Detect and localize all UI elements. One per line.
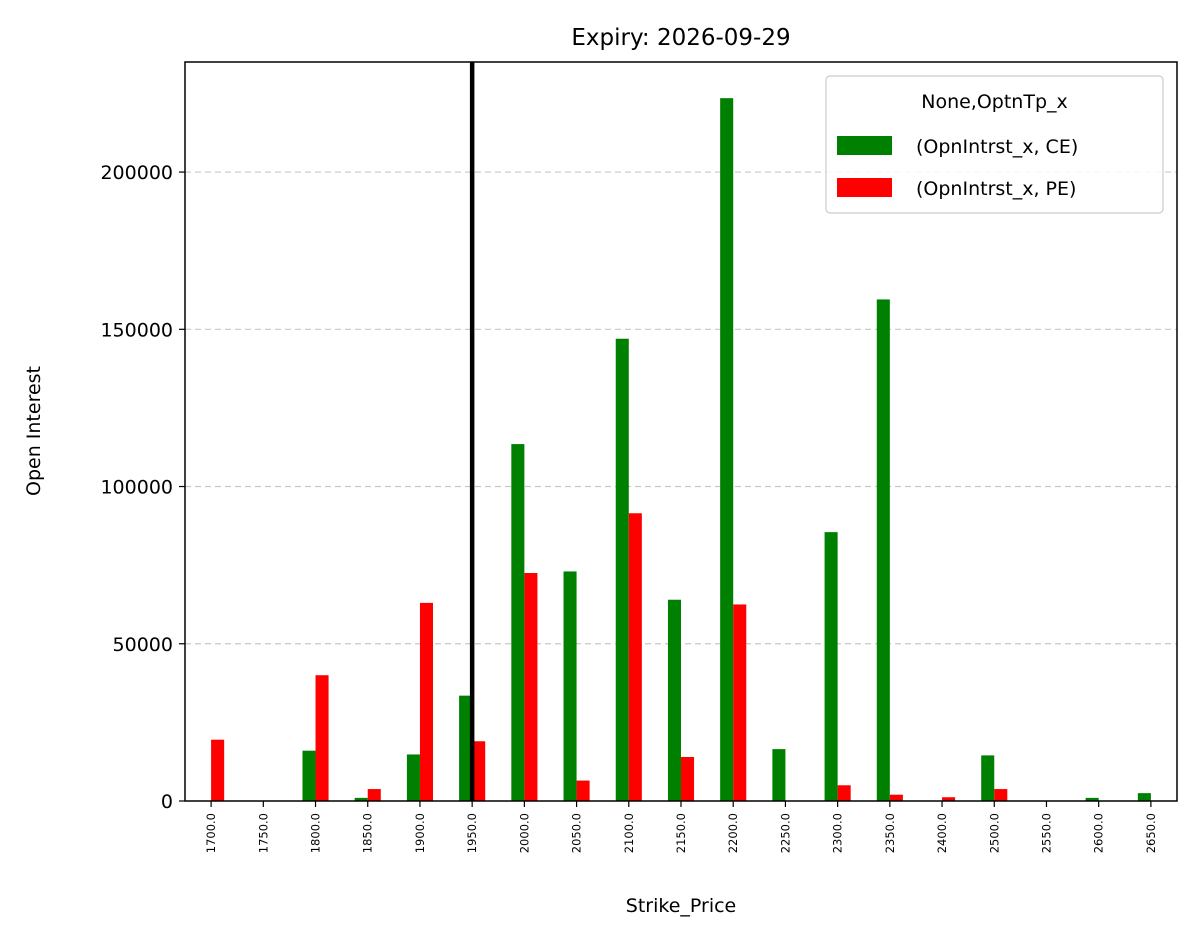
legend-title: None,OptnTp_x	[921, 91, 1068, 113]
x-tick-label: 2400.0	[935, 813, 949, 853]
x-tick-label: 2500.0	[987, 813, 1001, 853]
bar-ce-2650.0	[1137, 793, 1151, 801]
bars	[211, 98, 1151, 802]
bar-pe-1900.0	[419, 602, 433, 801]
chart-title: Expiry: 2026-09-29	[571, 25, 790, 51]
x-axis-label: Strike_Price	[626, 895, 736, 917]
legend-label-ce: (OpnIntrst_x, CE)	[916, 136, 1078, 158]
bar-ce-2350.0	[876, 299, 890, 801]
bar-pe-1800.0	[315, 675, 329, 801]
legend: None,OptnTp_x (OpnIntrst_x, CE) (OpnIntrst…	[825, 75, 1164, 214]
y-tick-label: 50000	[113, 634, 173, 656]
x-tick-label: 2100.0	[622, 813, 636, 853]
bar-ce-2600.0	[1085, 797, 1099, 801]
y-tick-label: 100000	[100, 477, 173, 499]
bar-ce-2200.0	[720, 98, 734, 802]
x-tick-label: 1900.0	[413, 813, 427, 853]
bar-ce-1850.0	[354, 797, 368, 801]
bar-ce-2050.0	[563, 571, 577, 801]
y-axis-label: Open Interest	[23, 366, 45, 496]
bar-pe-2400.0	[942, 797, 956, 801]
bar-ce-2100.0	[615, 338, 629, 801]
x-tick-label: 1850.0	[361, 813, 375, 853]
x-tick-label: 2600.0	[1092, 813, 1106, 853]
y-tick-label: 150000	[100, 319, 173, 341]
bar-ce-1800.0	[302, 750, 316, 801]
bar-ce-2500.0	[981, 755, 995, 801]
x-tick-label: 2350.0	[883, 813, 897, 853]
bar-pe-2100.0	[628, 513, 642, 801]
x-tick-label: 2200.0	[726, 813, 740, 853]
legend-box	[825, 75, 1164, 214]
x-tick-label: 2150.0	[674, 813, 688, 853]
x-tick-label: 1950.0	[465, 813, 479, 853]
x-tick-label: 2300.0	[831, 813, 845, 853]
x-tick-label: 2650.0	[1144, 813, 1158, 853]
bar-pe-2150.0	[681, 756, 695, 801]
bar-pe-2300.0	[837, 785, 851, 801]
y-tick-label: 200000	[100, 162, 173, 184]
bar-ce-2000.0	[511, 444, 525, 801]
x-tick-label: 2050.0	[570, 813, 584, 853]
bar-ce-1950.0	[459, 695, 473, 801]
x-tick-label: 1700.0	[204, 813, 218, 853]
bar-ce-2150.0	[667, 599, 681, 801]
x-tick-label: 1750.0	[256, 813, 270, 853]
x-tick-label: 2250.0	[778, 813, 792, 853]
bar-ce-1900.0	[406, 754, 420, 801]
bar-pe-2000.0	[524, 573, 538, 801]
bar-pe-1950.0	[472, 741, 486, 801]
bar-pe-2200.0	[733, 604, 747, 801]
legend-label-pe: (OpnIntrst_x, PE)	[916, 178, 1076, 200]
bar-pe-2050.0	[576, 780, 590, 801]
bar-ce-2300.0	[824, 532, 838, 801]
y-tick-label: 0	[161, 791, 173, 813]
legend-swatch-pe	[837, 178, 892, 197]
bar-pe-1700.0	[211, 739, 225, 801]
bar-pe-2500.0	[994, 789, 1008, 801]
x-tick-label: 1800.0	[309, 813, 323, 853]
axes: 0 50000 100000 150000 200000 1700.0 1750.0 1800…	[100, 61, 1178, 853]
x-tick-label: 2000.0	[517, 813, 531, 853]
legend-swatch-ce	[837, 136, 892, 155]
bar-pe-2350.0	[889, 794, 903, 801]
bar-ce-2250.0	[772, 749, 786, 801]
bar-pe-1850.0	[367, 789, 381, 801]
x-tick-label: 2550.0	[1039, 813, 1053, 853]
